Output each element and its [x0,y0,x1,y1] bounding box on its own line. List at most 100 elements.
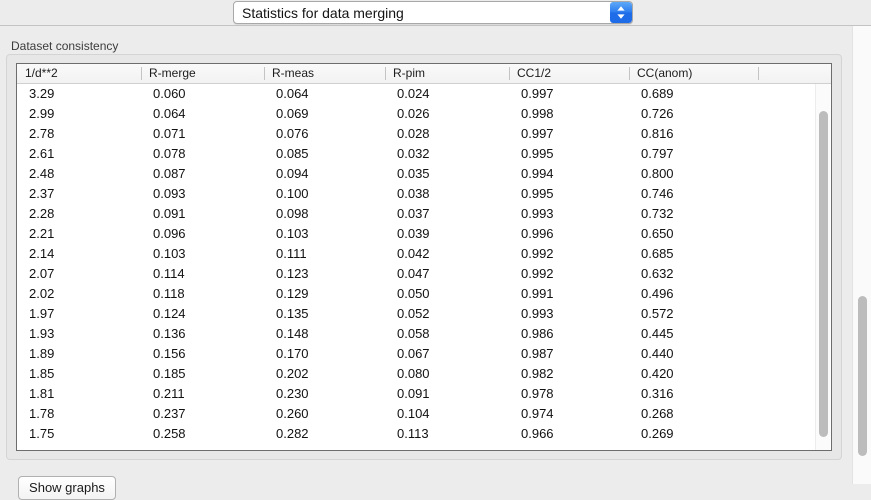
table-cell: 0.032 [397,146,430,161]
table-cell: 0.572 [641,306,674,321]
table-cell: 0.085 [276,146,309,161]
table-row[interactable]: 1.81 0.211 0.230 0.091 0.978 0.316 [17,384,831,404]
table-cell: 0.114 [153,266,185,281]
table-row[interactable]: 1.75 0.258 0.282 0.113 0.966 0.269 [17,424,831,444]
page-vertical-scrollbar[interactable] [852,26,871,484]
column-header-r-meas[interactable]: R-meas [264,64,385,83]
table-row[interactable]: 2.48 0.087 0.094 0.035 0.994 0.800 [17,164,831,184]
table-cell: 0.087 [153,166,186,181]
table-row[interactable]: 2.78 0.071 0.076 0.028 0.997 0.816 [17,124,831,144]
group-box-title: Dataset consistency [11,39,119,53]
table-cell: 0.992 [521,266,554,281]
table-row[interactable]: 2.28 0.091 0.098 0.037 0.993 0.732 [17,204,831,224]
table-scrollbar-thumb[interactable] [819,111,828,437]
column-header-spacer[interactable] [758,64,817,83]
statistics-view-select[interactable]: Statistics for data merging [233,1,633,24]
table-cell: 0.038 [397,186,430,201]
table-cell: 0.420 [641,366,674,381]
table-body: 3.29 0.060 0.064 0.024 0.997 0.689 2.99 0.064 0.… [17,84,831,450]
table-cell: 0.797 [641,146,674,161]
table-cell: 0.966 [521,426,554,441]
table-vertical-scrollbar[interactable] [815,84,830,450]
table-cell: 0.993 [521,306,554,321]
show-graphs-button[interactable]: Show graphs [18,476,116,500]
table-cell: 0.135 [276,306,309,321]
table-cell [758,224,817,244]
table-cell: 0.685 [641,246,674,261]
table-cell: 0.123 [276,266,309,281]
table-cell: 0.148 [276,326,309,341]
column-header-resolution[interactable]: 1/d**2 [25,66,58,80]
table-cell: 0.746 [641,186,674,201]
column-header-r-merge[interactable]: R-merge [141,64,264,83]
table-cell: 3.29 [29,86,55,101]
table-cell: 0.800 [641,166,674,181]
table-row[interactable]: 2.14 0.103 0.111 0.042 0.992 0.685 [17,244,831,264]
table-cell: 0.064 [153,106,186,121]
table-cell: 0.445 [641,326,674,341]
table-cell: 0.037 [397,206,430,221]
statistics-view-select-value: Statistics for data merging [242,4,404,21]
table-cell: 0.026 [397,106,430,121]
table-cell [758,144,817,164]
table-cell: 0.060 [153,86,186,101]
table-row[interactable]: 1.93 0.136 0.148 0.058 0.986 0.445 [17,324,831,344]
table-cell: 0.991 [521,286,554,301]
table-cell: 0.124 [153,306,186,321]
table-row[interactable]: 2.02 0.118 0.129 0.050 0.991 0.496 [17,284,831,304]
table-cell [758,84,817,104]
table-cell: 0.052 [397,306,430,321]
table-cell: 0.997 [521,126,554,141]
table-cell: 0.994 [521,166,554,181]
table-cell: 0.632 [641,266,674,281]
table-row[interactable]: 1.97 0.124 0.135 0.052 0.993 0.572 [17,304,831,324]
table-row[interactable]: 1.89 0.156 0.170 0.067 0.987 0.440 [17,344,831,364]
table-cell: 0.104 [397,406,430,421]
column-header-r-pim[interactable]: R-pim [385,64,509,83]
table-cell: 2.78 [29,126,55,141]
table-cell: 0.816 [641,126,674,141]
table-row[interactable]: 2.21 0.096 0.103 0.039 0.996 0.650 [17,224,831,244]
table-cell: 0.316 [641,386,674,401]
table-cell: 1.97 [29,306,55,321]
table-cell: 0.650 [641,226,674,241]
table-cell: 0.170 [276,346,309,361]
table-row[interactable]: 2.99 0.064 0.069 0.026 0.998 0.726 [17,104,831,124]
table-cell: 2.07 [29,266,55,281]
table-cell: 0.202 [276,366,309,381]
table-cell: 0.268 [641,406,674,421]
table-cell: 2.02 [29,286,55,301]
table-cell: 0.998 [521,106,554,121]
column-header-cc-anom[interactable]: CC(anom) [629,64,758,83]
table-row[interactable]: 1.85 0.185 0.202 0.080 0.982 0.420 [17,364,831,384]
page-scrollbar-thumb[interactable] [858,296,867,456]
table-row[interactable]: 1.78 0.237 0.260 0.104 0.974 0.268 [17,404,831,424]
table-cell: 1.78 [29,406,55,421]
top-toolbar: Statistics for data merging [0,0,852,26]
table-cell: 0.118 [153,286,185,301]
chevron-up-down-icon[interactable] [610,2,632,23]
table-row[interactable]: 3.29 0.060 0.064 0.024 0.997 0.689 [17,84,831,104]
table-cell: 0.260 [276,406,309,421]
column-header-cc-half[interactable]: CC1/2 [509,64,629,83]
table-cell: 0.067 [397,346,430,361]
table-cell: 0.978 [521,386,554,401]
table-cell [758,324,817,344]
table-row[interactable]: 2.37 0.093 0.100 0.038 0.995 0.746 [17,184,831,204]
table-row[interactable]: 2.07 0.114 0.123 0.047 0.992 0.632 [17,264,831,284]
table-cell: 0.689 [641,86,674,101]
table-cell [758,124,817,144]
table-cell: 0.064 [276,86,309,101]
table-cell: 0.269 [641,426,674,441]
table-cell: 0.028 [397,126,430,141]
table-cell [758,244,817,264]
table-cell: 0.096 [153,226,186,241]
table-row[interactable]: 2.61 0.078 0.085 0.032 0.995 0.797 [17,144,831,164]
toolbar-separator [0,25,871,26]
table-cell: 2.37 [29,186,55,201]
table-cell [758,344,817,364]
table-cell: 0.726 [641,106,674,121]
table-cell: 0.732 [641,206,674,221]
table-cell: 0.113 [397,426,429,441]
table-cell: 0.282 [276,426,309,441]
